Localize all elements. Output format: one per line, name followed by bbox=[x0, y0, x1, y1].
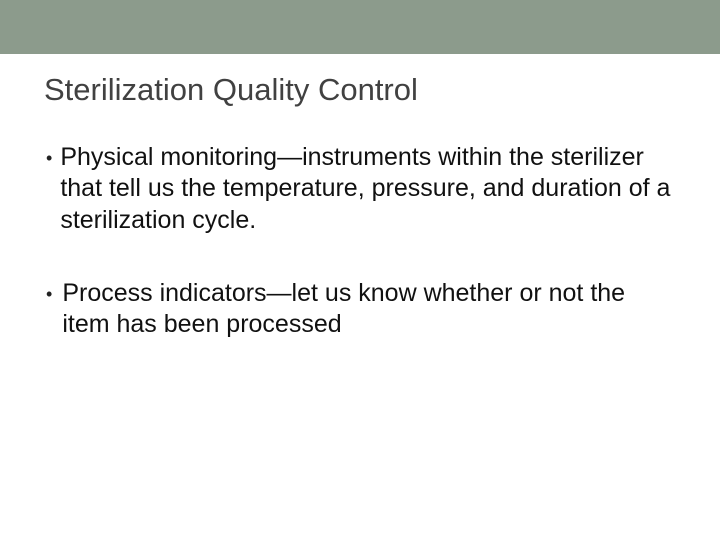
bullet-item: • Physical monitoring—instruments within… bbox=[44, 142, 676, 236]
slide-title: Sterilization Quality Control bbox=[44, 72, 676, 108]
bullet-dot-icon: • bbox=[46, 142, 52, 174]
top-accent-bar bbox=[0, 0, 720, 54]
bullet-text: Process indicators—let us know whether o… bbox=[62, 278, 676, 341]
bullet-dot-icon: • bbox=[46, 278, 52, 310]
slide-content: Sterilization Quality Control • Physical… bbox=[0, 54, 720, 340]
bullet-text: Physical monitoring—instruments within t… bbox=[60, 142, 676, 236]
bullet-item: • Process indicators—let us know whether… bbox=[44, 278, 676, 341]
